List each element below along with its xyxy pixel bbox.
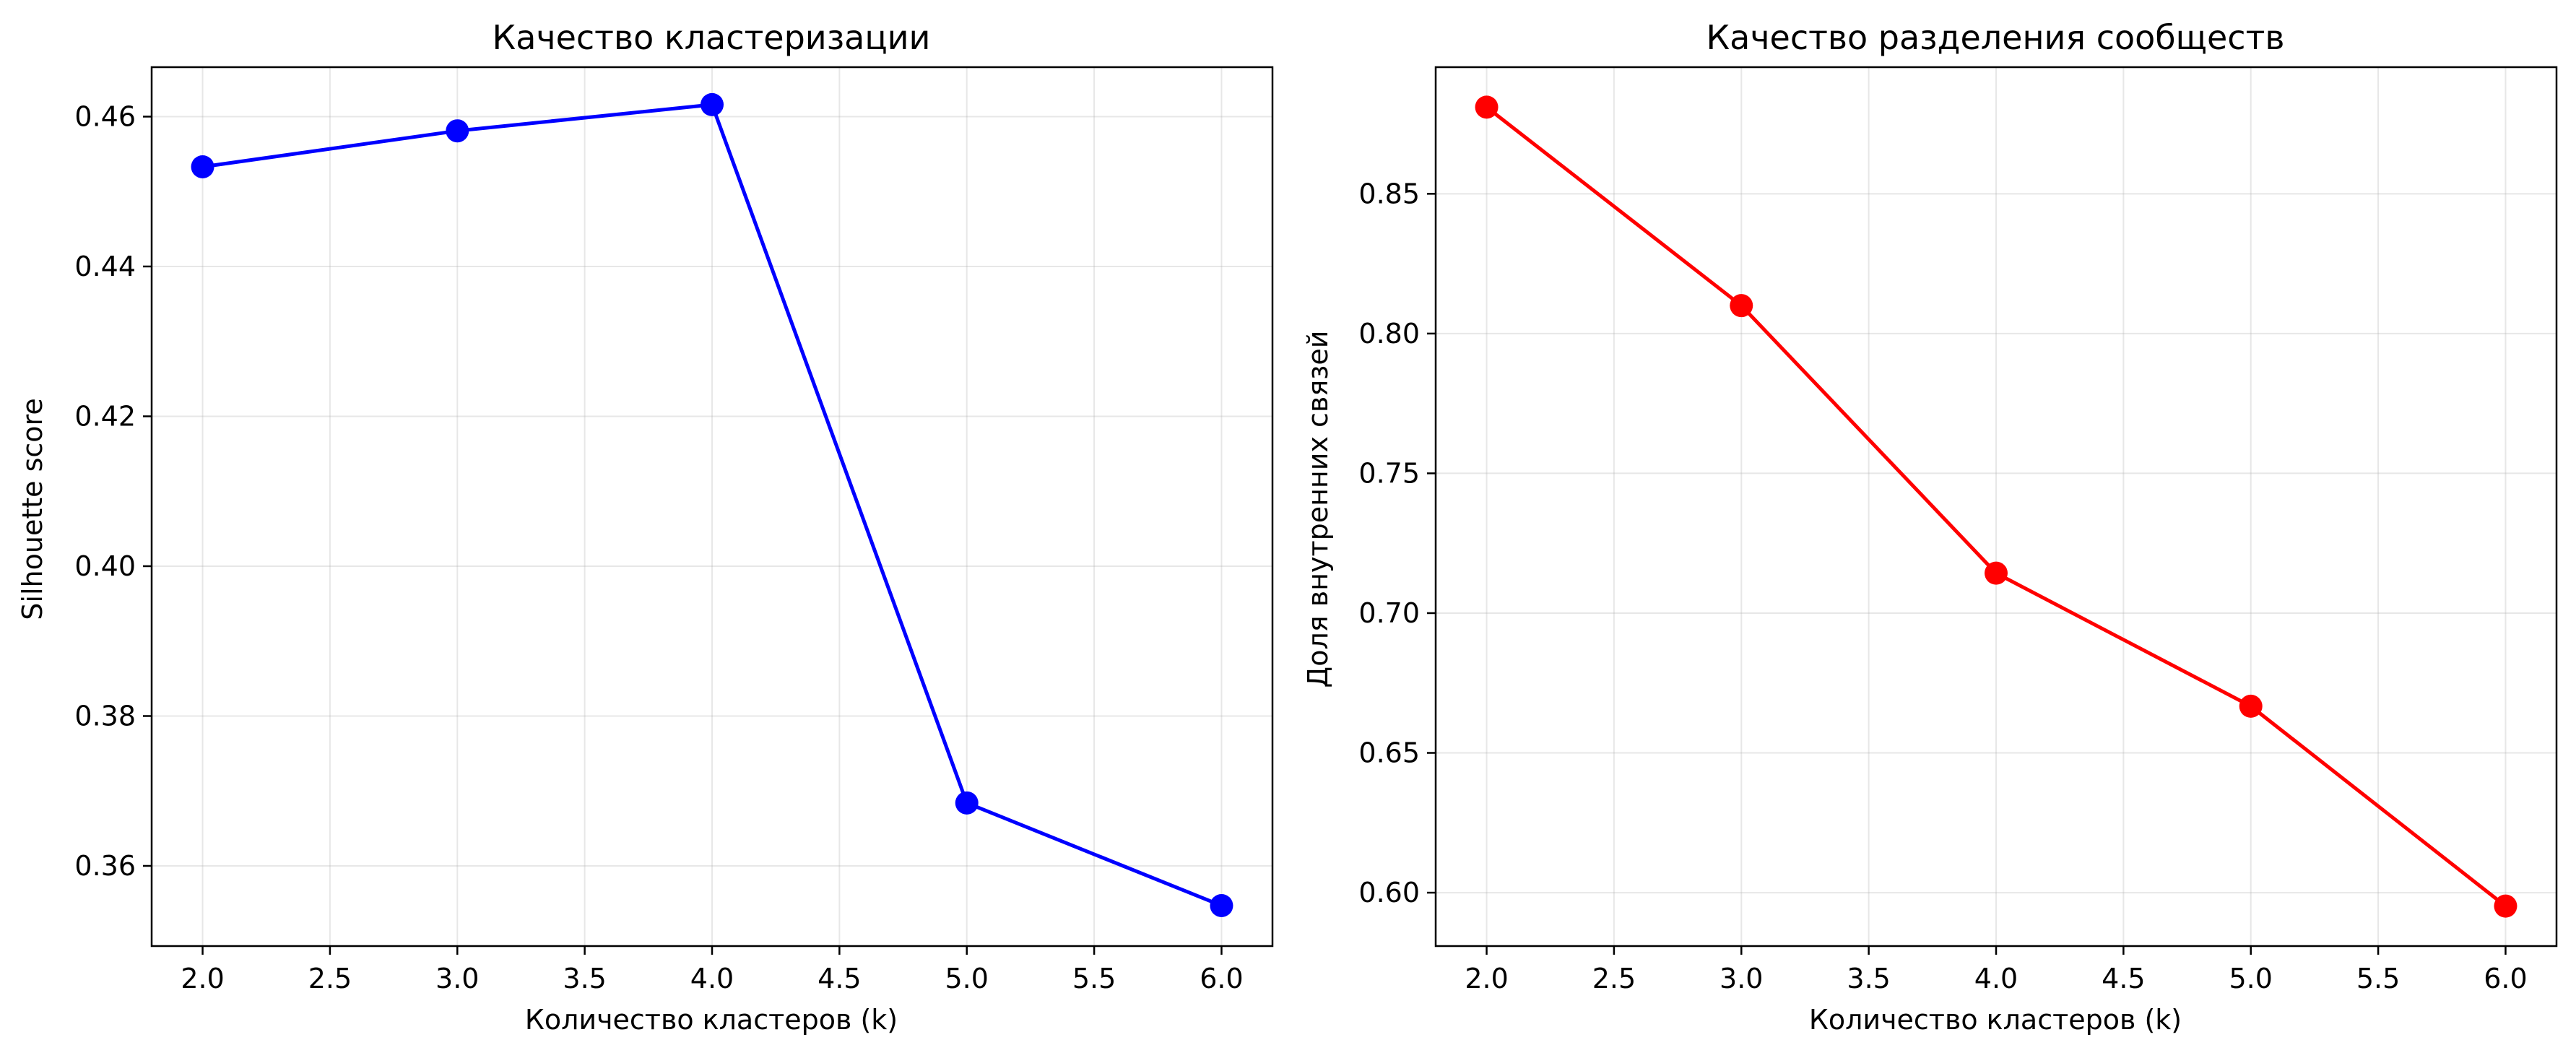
- x-tick-label: 5.0: [945, 963, 989, 994]
- x-tick-label: 3.5: [1847, 963, 1890, 994]
- y-tick-label: 0.60: [1358, 877, 1420, 909]
- chart-title: Качество разделения сообществ: [1707, 18, 2285, 57]
- x-tick-label: 5.5: [2356, 963, 2400, 994]
- x-tick-label: 3.5: [563, 963, 606, 994]
- community-separation-chart: Качество разделения сообществ Количество…: [1302, 18, 2558, 1036]
- x-tick-label: 2.5: [308, 963, 352, 994]
- data-point: [2239, 694, 2263, 718]
- x-tick-label: 2.0: [1465, 963, 1508, 994]
- x-tick-label: 5.5: [1072, 963, 1116, 994]
- x-tick-label: 3.0: [435, 963, 479, 994]
- x-tick-label: 2.0: [181, 963, 224, 994]
- y-tick-label: 0.46: [74, 100, 136, 132]
- x-tick-label: 4.5: [818, 963, 861, 994]
- grid: [1436, 67, 2557, 946]
- grid: [152, 67, 1272, 946]
- x-tick-label: 4.0: [1974, 963, 2018, 994]
- y-tick-label: 0.70: [1358, 597, 1420, 629]
- y-tick-label: 0.38: [74, 700, 136, 732]
- y-tick-label: 0.44: [74, 251, 136, 282]
- x-tick-label: 3.0: [1719, 963, 1763, 994]
- silhouette-chart: Качество кластеризации Количество класте…: [17, 18, 1274, 1036]
- data-point: [1475, 95, 1499, 119]
- y-tick-label: 0.42: [74, 400, 136, 432]
- y-tick-label: 0.80: [1358, 318, 1420, 350]
- x-tick-label: 4.5: [2102, 963, 2145, 994]
- x-tick-label: 4.0: [690, 963, 734, 994]
- chart-title: Качество кластеризации: [493, 18, 931, 57]
- y-tick-label: 0.75: [1358, 457, 1420, 489]
- data-point: [955, 791, 979, 815]
- x-tick-label: 6.0: [2484, 963, 2527, 994]
- data-point: [701, 92, 724, 116]
- y-tick-label: 0.85: [1358, 178, 1420, 209]
- y-axis-label: Silhouette score: [17, 398, 48, 620]
- data-point: [446, 119, 469, 143]
- data-point: [2494, 894, 2518, 918]
- x-axis-label: Количество кластеров (k): [1809, 1004, 2182, 1036]
- x-tick-label: 2.5: [1592, 963, 1636, 994]
- y-axis-label: Доля внутренних связей: [1302, 331, 1334, 688]
- x-tick-label: 6.0: [1200, 963, 1243, 994]
- x-axis-label: Количество кластеров (k): [525, 1004, 898, 1036]
- x-tick-label: 5.0: [2229, 963, 2273, 994]
- y-tick-label: 0.36: [74, 850, 136, 882]
- data-point: [1730, 294, 1753, 318]
- data-point: [1210, 893, 1233, 917]
- y-tick-label: 0.65: [1358, 737, 1420, 769]
- data-point: [1985, 561, 2008, 585]
- data-point: [191, 155, 214, 178]
- y-tick-label: 0.40: [74, 550, 136, 582]
